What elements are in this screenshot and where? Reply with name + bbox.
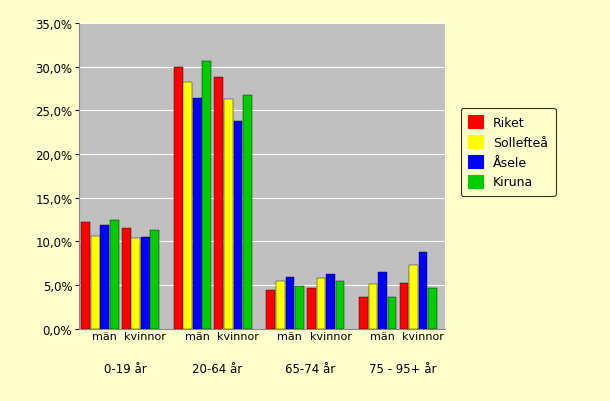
Bar bbox=[151, 231, 159, 329]
Bar bbox=[131, 238, 140, 329]
Text: 75 - 95+ år: 75 - 95+ år bbox=[369, 363, 437, 375]
Bar bbox=[100, 225, 109, 329]
Bar bbox=[418, 252, 428, 329]
Bar bbox=[267, 290, 275, 329]
Bar bbox=[387, 298, 397, 329]
Bar bbox=[141, 237, 149, 329]
Bar bbox=[110, 220, 118, 329]
Bar bbox=[368, 284, 378, 329]
Bar bbox=[234, 122, 242, 329]
Bar bbox=[122, 229, 131, 329]
Bar bbox=[243, 95, 252, 329]
Bar bbox=[295, 286, 304, 329]
Bar bbox=[400, 284, 409, 329]
Bar bbox=[91, 237, 99, 329]
Bar bbox=[359, 298, 368, 329]
Bar bbox=[409, 265, 418, 329]
Bar bbox=[276, 281, 285, 329]
Bar bbox=[317, 278, 325, 329]
Bar bbox=[81, 223, 90, 329]
Bar bbox=[285, 277, 294, 329]
Bar bbox=[428, 288, 437, 329]
Bar bbox=[215, 78, 223, 329]
Text: 0-19 år: 0-19 år bbox=[104, 363, 146, 375]
Bar bbox=[326, 274, 335, 329]
Bar bbox=[224, 100, 233, 329]
Legend: Riket, Sollefteå, Åsele, Kiruna: Riket, Sollefteå, Åsele, Kiruna bbox=[461, 108, 556, 196]
Bar bbox=[174, 68, 182, 329]
Text: 65-74 år: 65-74 år bbox=[285, 363, 336, 375]
Bar bbox=[193, 99, 202, 329]
Text: 20-64 år: 20-64 år bbox=[193, 363, 243, 375]
Bar bbox=[203, 61, 211, 329]
Bar bbox=[378, 272, 387, 329]
Bar bbox=[184, 82, 192, 329]
Bar bbox=[307, 288, 316, 329]
Bar bbox=[336, 281, 345, 329]
